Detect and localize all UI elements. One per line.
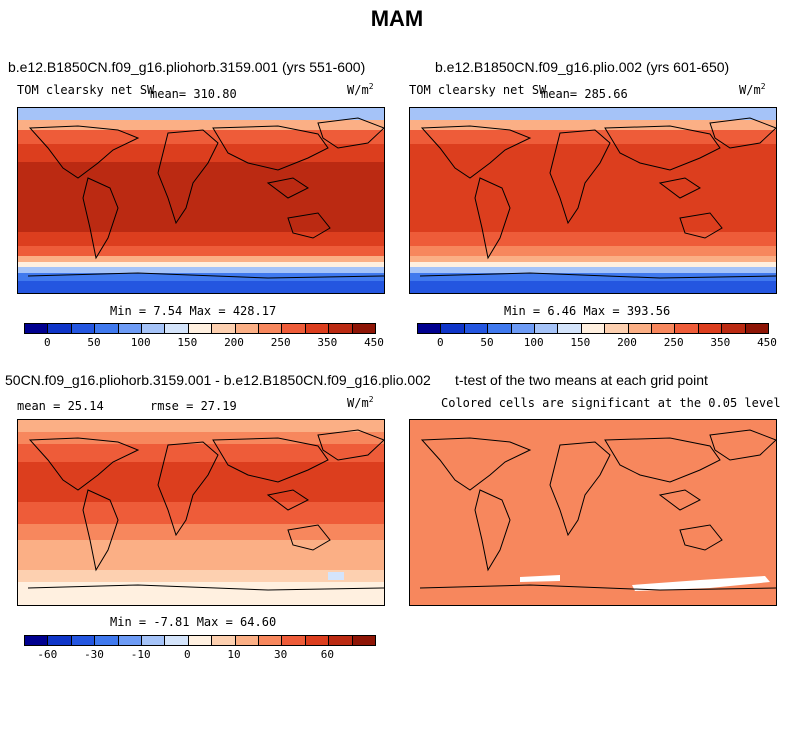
colorbar-cell xyxy=(535,324,559,333)
panel1-variable: TOM clearsky net SW xyxy=(17,83,155,97)
panel3-map-plot xyxy=(18,420,384,605)
colorbar-cell xyxy=(628,324,653,333)
colorbar-cell xyxy=(698,324,723,333)
panel1-units: W/m2 xyxy=(347,82,374,97)
colorbar-tick-label: -10 xyxy=(130,648,151,661)
panel4-subtitle: Colored cells are significant at the 0.0… xyxy=(441,396,781,410)
colorbar-cell xyxy=(722,324,746,333)
colorbar-tick-label: 200 xyxy=(224,336,244,349)
colorbar-cell xyxy=(305,636,330,645)
colorbar-cell xyxy=(95,636,119,645)
panel4-map-plot xyxy=(410,420,776,605)
panel3-mean: mean = 25.14 xyxy=(17,399,104,413)
colorbar-cell xyxy=(352,636,376,645)
colorbar-tick-label: 150 xyxy=(177,336,198,349)
colorbar-cell xyxy=(165,636,189,645)
panel2-title: b.e12.B1850CN.f09_g16.plio.002 (yrs 601-… xyxy=(435,59,730,75)
colorbar-tick-label: 0 xyxy=(184,648,191,661)
colorbar-cell xyxy=(71,636,96,645)
colorbar-cell xyxy=(95,324,119,333)
colorbar-cell xyxy=(652,324,676,333)
panel1-stats: Min = 7.54 Max = 428.17 xyxy=(110,304,277,318)
panel4-title: t-test of the two means at each grid poi… xyxy=(455,372,708,388)
colorbar-cell xyxy=(418,324,442,333)
colorbar-tick-label: 10 xyxy=(227,648,241,661)
panel2-stats: Min = 6.46 Max = 393.56 xyxy=(504,304,671,318)
colorbar-cell xyxy=(142,636,166,645)
colorbar-tick-label: 60 xyxy=(320,648,334,661)
colorbar-cell xyxy=(165,324,189,333)
colorbar-tick-label: 100 xyxy=(130,336,151,349)
colorbar-tick-label: 250 xyxy=(270,336,291,349)
colorbar-cell xyxy=(212,636,236,645)
colorbar-cell xyxy=(259,636,283,645)
panel3-title: 50CN.f09_g16.pliohorb.3159.001 - b.e12.B… xyxy=(5,372,431,388)
colorbar-tick-label: 200 xyxy=(617,336,637,349)
colorbar-cell xyxy=(352,324,376,333)
panel2-mean: mean= 285.66 xyxy=(541,87,628,101)
colorbar-cell xyxy=(282,324,306,333)
colorbar-tick-label: 450 xyxy=(364,336,384,349)
colorbar-tick-label: 100 xyxy=(523,336,544,349)
colorbar-cell xyxy=(329,636,353,645)
colorbar-cell xyxy=(581,324,606,333)
panel1-map xyxy=(17,107,385,294)
colorbar-cell xyxy=(118,636,143,645)
colorbar-cell xyxy=(25,636,49,645)
colorbar-cell xyxy=(605,324,629,333)
panel3-rmse: rmse = 27.19 xyxy=(150,399,237,413)
panel1-map-plot xyxy=(18,108,384,293)
colorbar-cell xyxy=(441,324,465,333)
panel3-colorbar xyxy=(24,635,376,646)
colorbar-tick-label: 350 xyxy=(317,336,338,349)
colorbar-cell xyxy=(305,324,330,333)
colorbar-cell xyxy=(488,324,512,333)
panel1-mean: mean= 310.80 xyxy=(150,87,237,101)
colorbar-cell xyxy=(48,324,72,333)
colorbar-tick-label: 50 xyxy=(87,336,101,349)
panel2-map xyxy=(409,107,777,294)
colorbar-cell xyxy=(745,324,769,333)
colorbar-cell xyxy=(511,324,536,333)
colorbar-tick-label: -60 xyxy=(37,648,58,661)
colorbar-cell xyxy=(259,324,283,333)
colorbar-cell xyxy=(48,636,72,645)
colorbar-cell xyxy=(212,324,236,333)
colorbar-cell xyxy=(188,324,213,333)
colorbar-cell xyxy=(235,324,260,333)
colorbar-cell xyxy=(329,324,353,333)
colorbar-tick-label: 0 xyxy=(437,336,444,349)
colorbar-cell xyxy=(118,324,143,333)
colorbar-cell xyxy=(142,324,166,333)
colorbar-tick-label: 350 xyxy=(710,336,731,349)
colorbar-cell xyxy=(71,324,96,333)
colorbar-cell xyxy=(464,324,489,333)
colorbar-cell xyxy=(235,636,260,645)
panel3-stats: Min = -7.81 Max = 64.60 xyxy=(110,615,277,629)
colorbar-tick-label: 0 xyxy=(44,336,51,349)
colorbar-tick-label: -30 xyxy=(84,648,104,661)
colorbar-cell xyxy=(25,324,49,333)
colorbar-tick-label: 250 xyxy=(663,336,684,349)
colorbar-tick-label: 450 xyxy=(757,336,777,349)
panel1-title: b.e12.B1850CN.f09_g16.pliohorb.3159.001 … xyxy=(8,59,366,75)
panel3-units: W/m2 xyxy=(347,395,374,410)
colorbar-cell xyxy=(188,636,213,645)
panel2-colorbar xyxy=(417,323,769,334)
colorbar-tick-label: 150 xyxy=(570,336,591,349)
panel3-map xyxy=(17,419,385,606)
colorbar-cell xyxy=(282,636,306,645)
panel2-map-plot xyxy=(410,108,776,293)
colorbar-cell xyxy=(558,324,582,333)
colorbar-tick-label: 30 xyxy=(274,648,288,661)
panel2-units: W/m2 xyxy=(739,82,766,97)
page-title: MAM xyxy=(370,6,424,31)
panel2-variable: TOM clearsky net SW xyxy=(409,83,547,97)
colorbar-tick-label: 50 xyxy=(480,336,494,349)
colorbar-cell xyxy=(675,324,699,333)
panel4-map xyxy=(409,419,777,606)
panel1-colorbar xyxy=(24,323,376,334)
